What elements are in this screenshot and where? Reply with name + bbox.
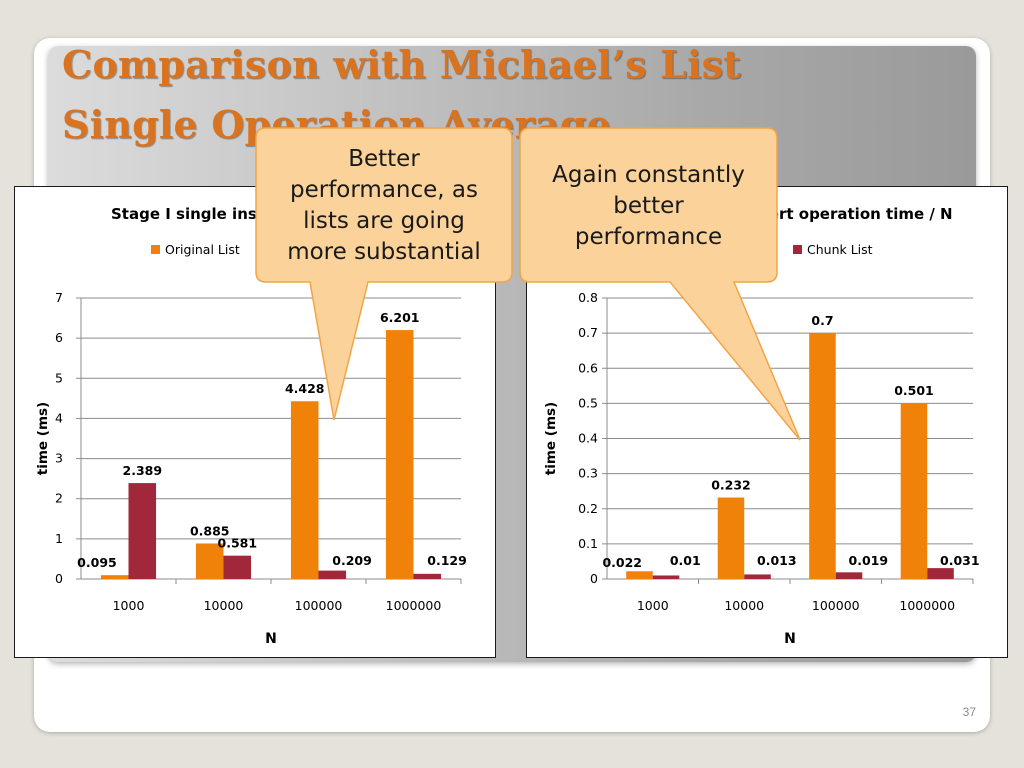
y-tick-label: 4	[55, 410, 63, 425]
y-tick-label: 3	[55, 451, 63, 466]
bar-original-list	[717, 497, 745, 579]
data-label: 0.209	[332, 553, 372, 568]
callout-left: Better performance, as lists are going m…	[255, 127, 513, 428]
x-tick-label: 100000	[295, 598, 343, 613]
y-tick-label: 0.6	[578, 360, 598, 375]
y-axis-label: time (ms)	[35, 402, 51, 475]
bar-original-list	[100, 575, 129, 579]
y-tick-label: 6	[55, 330, 63, 345]
legend-label: Original List	[165, 242, 240, 257]
data-label: 0.129	[427, 553, 467, 568]
callout-right-line: performance	[574, 224, 723, 250]
x-tick-label: 1000	[113, 598, 145, 613]
bar-chunk-list	[835, 572, 863, 579]
bar-chunk-list	[128, 483, 157, 579]
callout-left-line: lists are going	[303, 208, 465, 234]
legend-swatch	[151, 245, 160, 254]
bar-original-list	[626, 571, 653, 579]
bar-original-list	[290, 401, 319, 579]
y-tick-label: 2	[55, 491, 63, 506]
data-label: 0.095	[77, 555, 117, 570]
x-axis-label: N	[265, 631, 277, 647]
data-label: 0.232	[711, 478, 751, 493]
legend-label: Chunk List	[807, 242, 873, 257]
callout-left-bubble	[255, 127, 513, 421]
y-tick-label: 0.1	[578, 536, 598, 551]
callout-left-line: performance, as	[290, 177, 478, 203]
slide-title: Comparison with Michael’s List	[62, 42, 742, 87]
callout-right-text: Again constantly better performance	[520, 160, 777, 253]
y-tick-label: 0.2	[578, 501, 598, 516]
page-number: 37	[962, 705, 976, 719]
bar-chunk-list	[744, 574, 771, 579]
callout-right-line: better	[613, 193, 684, 219]
data-label: 0.013	[757, 553, 797, 568]
bar-chunk-list	[652, 575, 680, 579]
callout-left-text: Better performance, as lists are going m…	[256, 144, 512, 268]
data-label: 2.389	[123, 463, 163, 478]
bar-original-list	[809, 333, 836, 579]
callout-right-line: Again constantly	[552, 162, 745, 188]
y-tick-label: 0.4	[578, 431, 598, 446]
x-tick-label: 1000	[637, 598, 669, 613]
callout-left-line: Better	[348, 146, 420, 172]
callout-left-shape	[255, 127, 513, 421]
y-axis-label: time (ms)	[543, 402, 559, 475]
bar-original-list	[900, 403, 928, 579]
callout-right-bubble	[519, 127, 801, 441]
callout-left-line: more substantial	[287, 239, 481, 265]
data-label: 0.885	[190, 523, 230, 538]
data-label: 6.201	[380, 310, 420, 325]
bar-original-list	[385, 330, 414, 579]
x-tick-label: 10000	[724, 598, 764, 613]
y-tick-label: 0.3	[578, 466, 598, 481]
y-tick-label: 0.8	[578, 290, 598, 305]
chart-svg: Stage I single insert operation time / N…	[543, 205, 980, 647]
data-label: 0.022	[602, 555, 642, 570]
x-tick-label: 100000	[812, 598, 860, 613]
bar-original-list	[195, 543, 224, 579]
data-label: 0.019	[849, 553, 889, 568]
legend-swatch	[793, 245, 802, 254]
x-tick-label: 10000	[204, 598, 244, 613]
y-tick-label: 0.5	[578, 395, 598, 410]
x-axis-label: N	[784, 631, 796, 647]
data-label: 0.501	[894, 383, 934, 398]
data-label: 0.01	[670, 553, 701, 568]
y-tick-label: 0	[590, 571, 598, 586]
bar-chunk-list	[413, 573, 442, 579]
data-label: 0.7	[811, 313, 833, 328]
bar-chunk-list	[318, 570, 347, 579]
x-tick-label: 1000000	[386, 598, 442, 613]
data-label: 4.428	[285, 381, 325, 396]
y-tick-label: 0.7	[578, 325, 598, 340]
y-tick-label: 7	[55, 290, 63, 305]
x-tick-label: 1000000	[899, 598, 955, 613]
callout-right-shape	[519, 127, 801, 441]
bar-chunk-list	[927, 568, 954, 579]
y-tick-label: 5	[55, 370, 63, 385]
callout-right: Again constantly better performance	[519, 127, 801, 446]
y-tick-label: 1	[55, 531, 63, 546]
y-tick-label: 0	[55, 571, 63, 586]
bar-chunk-list	[223, 555, 252, 579]
chart-right: Stage I single insert operation time / N…	[526, 186, 1008, 658]
data-label: 0.031	[940, 553, 980, 568]
data-label: 0.581	[218, 536, 258, 551]
